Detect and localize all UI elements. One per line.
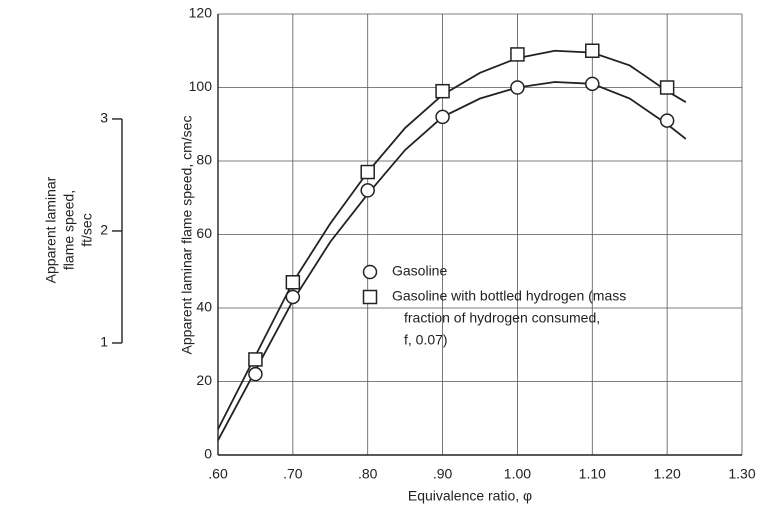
- data-point: [585, 76, 600, 92]
- x-tick-label: .60: [208, 466, 228, 482]
- fit-curve: [217, 81, 687, 441]
- y-tick-label: 80: [196, 152, 212, 168]
- legend-marker: [362, 289, 378, 305]
- y-tick-label: 120: [189, 5, 213, 21]
- data-point: [510, 80, 525, 95]
- data-point: [360, 183, 375, 198]
- legend-label: f, 0.07): [404, 332, 448, 348]
- y-tick-label: 100: [189, 78, 213, 94]
- y-tick-label: 0: [204, 446, 212, 462]
- x-tick-label: .90: [433, 466, 453, 482]
- data-point: [585, 43, 600, 58]
- y2-tick-label: 3: [100, 110, 108, 126]
- x-tick-label: .80: [358, 466, 378, 482]
- data-point: [285, 289, 301, 305]
- x-tick-label: 1.20: [654, 466, 681, 482]
- data-point: [510, 47, 525, 62]
- data-point: [360, 164, 375, 180]
- legend-label: Gasoline with bottled hydrogen (mass: [392, 288, 626, 304]
- legend-marker: [362, 264, 378, 280]
- y2-axis-label: ft/sec: [79, 213, 95, 246]
- data-point: [248, 366, 263, 382]
- fit-curve: [217, 49, 687, 430]
- x-axis-label: Equivalence ratio, φ: [408, 488, 532, 504]
- data-point: [435, 83, 450, 99]
- y-tick-label: 20: [196, 372, 212, 388]
- y2-axis-label: Apparent laminar: [43, 176, 59, 283]
- y2-tick-label: 1: [100, 334, 108, 350]
- data-point: [285, 275, 301, 290]
- x-tick-label: .70: [283, 466, 303, 482]
- data-point: [435, 109, 450, 125]
- data-point: [248, 352, 263, 367]
- x-tick-label: 1.30: [728, 466, 755, 482]
- y2-axis-label: flame speed,: [61, 190, 77, 270]
- x-tick-label: 1.10: [579, 466, 606, 482]
- y2-tick-label: 2: [100, 222, 108, 238]
- data-point: [659, 113, 675, 128]
- x-tick-label: 1.00: [504, 466, 531, 482]
- y-tick-label: 40: [196, 299, 212, 315]
- y-tick-label: 60: [196, 225, 212, 241]
- y-axis-label: Apparent laminar flame speed, cm/sec: [179, 116, 195, 355]
- legend-label: Gasoline: [392, 263, 447, 279]
- legend-label: fraction of hydrogen consumed,: [404, 310, 600, 326]
- data-point: [659, 80, 675, 95]
